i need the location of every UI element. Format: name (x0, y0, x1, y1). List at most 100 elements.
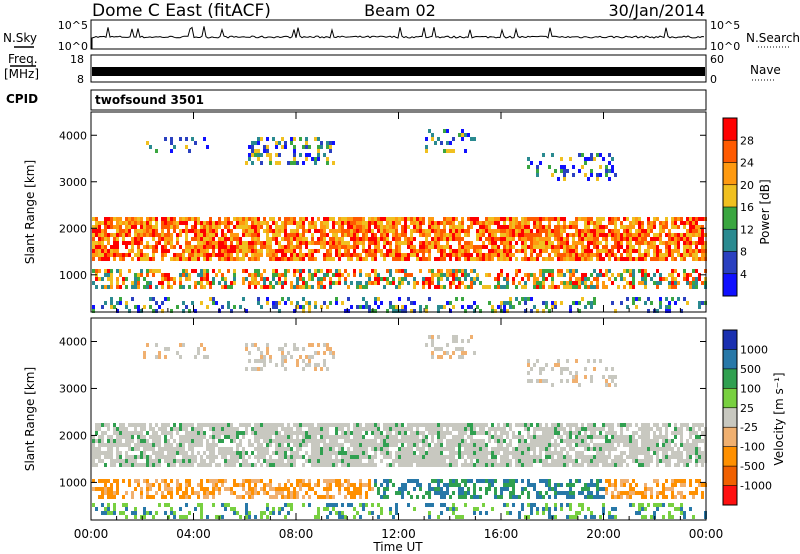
range-gate-cell (620, 245, 623, 249)
range-gate-cell (584, 245, 587, 249)
range-gate-cell (296, 423, 299, 427)
range-gate-cell (677, 297, 680, 301)
range-gate-cell (446, 301, 449, 305)
range-gate-cell (149, 443, 152, 447)
range-gate-cell (563, 177, 566, 181)
range-gate-cell (527, 217, 530, 221)
range-gate-cell (230, 447, 233, 451)
range-gate-cell (317, 423, 320, 427)
range-gate-cell (266, 351, 269, 355)
range-gate-cell (164, 217, 167, 221)
range-gate-cell (284, 217, 287, 221)
range-gate-cell (536, 169, 539, 173)
range-gate-cell (293, 217, 296, 221)
range-gate-cell (458, 285, 461, 289)
range-gate-cell (380, 511, 383, 515)
range-gate-cell (203, 225, 206, 229)
y-tick-label: 4000 (59, 129, 87, 142)
range-gate-cell (179, 233, 182, 237)
range-gate-cell (260, 455, 263, 459)
range-gate-cell (608, 233, 611, 237)
range-gate-cell (335, 229, 338, 233)
range-gate-cell (440, 269, 443, 273)
range-gate-cell (386, 487, 389, 491)
range-gate-cell (509, 301, 512, 305)
range-gate-cell (632, 237, 635, 241)
range-gate-cell (338, 515, 341, 519)
range-gate-cell (527, 157, 530, 161)
range-gate-cell (635, 305, 638, 309)
range-gate-cell (101, 479, 104, 483)
range-gate-cell (281, 347, 284, 351)
range-gate-cell (455, 423, 458, 427)
range-gate-cell (293, 257, 296, 261)
range-gate-cell (641, 269, 644, 273)
range-gate-cell (422, 459, 425, 463)
range-gate-cell (524, 427, 527, 431)
range-gate-cell (326, 257, 329, 261)
range-gate-cell (440, 233, 443, 237)
range-gate-cell (536, 217, 539, 221)
range-gate-cell (125, 515, 128, 519)
range-gate-cell (446, 149, 449, 153)
range-gate-cell (284, 455, 287, 459)
range-gate-cell (278, 511, 281, 515)
range-gate-cell (122, 459, 125, 463)
range-gate-cell (257, 281, 260, 285)
range-gate-cell (215, 431, 218, 435)
range-gate-cell (473, 137, 476, 141)
range-gate-cell (521, 285, 524, 289)
range-gate-cell (212, 253, 215, 257)
range-gate-cell (254, 487, 257, 491)
range-gate-cell (449, 257, 452, 261)
range-gate-cell (293, 157, 296, 161)
range-gate-cell (260, 487, 263, 491)
range-gate-cell (206, 249, 209, 253)
range-gate-cell (227, 459, 230, 463)
range-gate-cell (362, 229, 365, 233)
range-gate-cell (194, 225, 197, 229)
range-gate-cell (557, 229, 560, 233)
range-gate-cell (434, 257, 437, 261)
range-gate-cell (284, 273, 287, 277)
range-gate-cell (122, 463, 125, 467)
range-gate-cell (116, 229, 119, 233)
range-gate-cell (440, 439, 443, 443)
range-gate-cell (212, 439, 215, 443)
range-gate-cell (224, 507, 227, 511)
range-gate-cell (503, 439, 506, 443)
range-gate-cell (455, 253, 458, 257)
range-gate-cell (518, 515, 521, 519)
range-gate-cell (449, 237, 452, 241)
range-gate-cell (299, 273, 302, 277)
range-gate-cell (614, 253, 617, 257)
range-gate-cell (479, 427, 482, 431)
range-gate-cell (200, 221, 203, 225)
range-gate-cell (437, 257, 440, 261)
range-gate-cell (188, 249, 191, 253)
range-gate-cell (452, 463, 455, 467)
beam-title: Beam 02 (364, 1, 436, 20)
range-gate-cell (185, 225, 188, 229)
range-gate-cell (395, 455, 398, 459)
range-gate-cell (386, 269, 389, 273)
range-gate-cell (221, 447, 224, 451)
range-gate-cell (302, 217, 305, 221)
range-gate-cell (119, 439, 122, 443)
range-gate-cell (461, 269, 464, 273)
range-gate-cell (530, 423, 533, 427)
range-gate-cell (182, 455, 185, 459)
range-gate-cell (467, 463, 470, 467)
range-gate-cell (251, 479, 254, 483)
range-gate-cell (239, 305, 242, 309)
range-gate-cell (518, 229, 521, 233)
range-gate-cell (434, 491, 437, 495)
range-gate-cell (308, 249, 311, 253)
range-gate-cell (659, 225, 662, 229)
range-gate-cell (233, 491, 236, 495)
range-gate-cell (437, 249, 440, 253)
range-gate-cell (239, 439, 242, 443)
range-gate-cell (422, 431, 425, 435)
range-gate-cell (131, 491, 134, 495)
range-gate-cell (173, 447, 176, 451)
